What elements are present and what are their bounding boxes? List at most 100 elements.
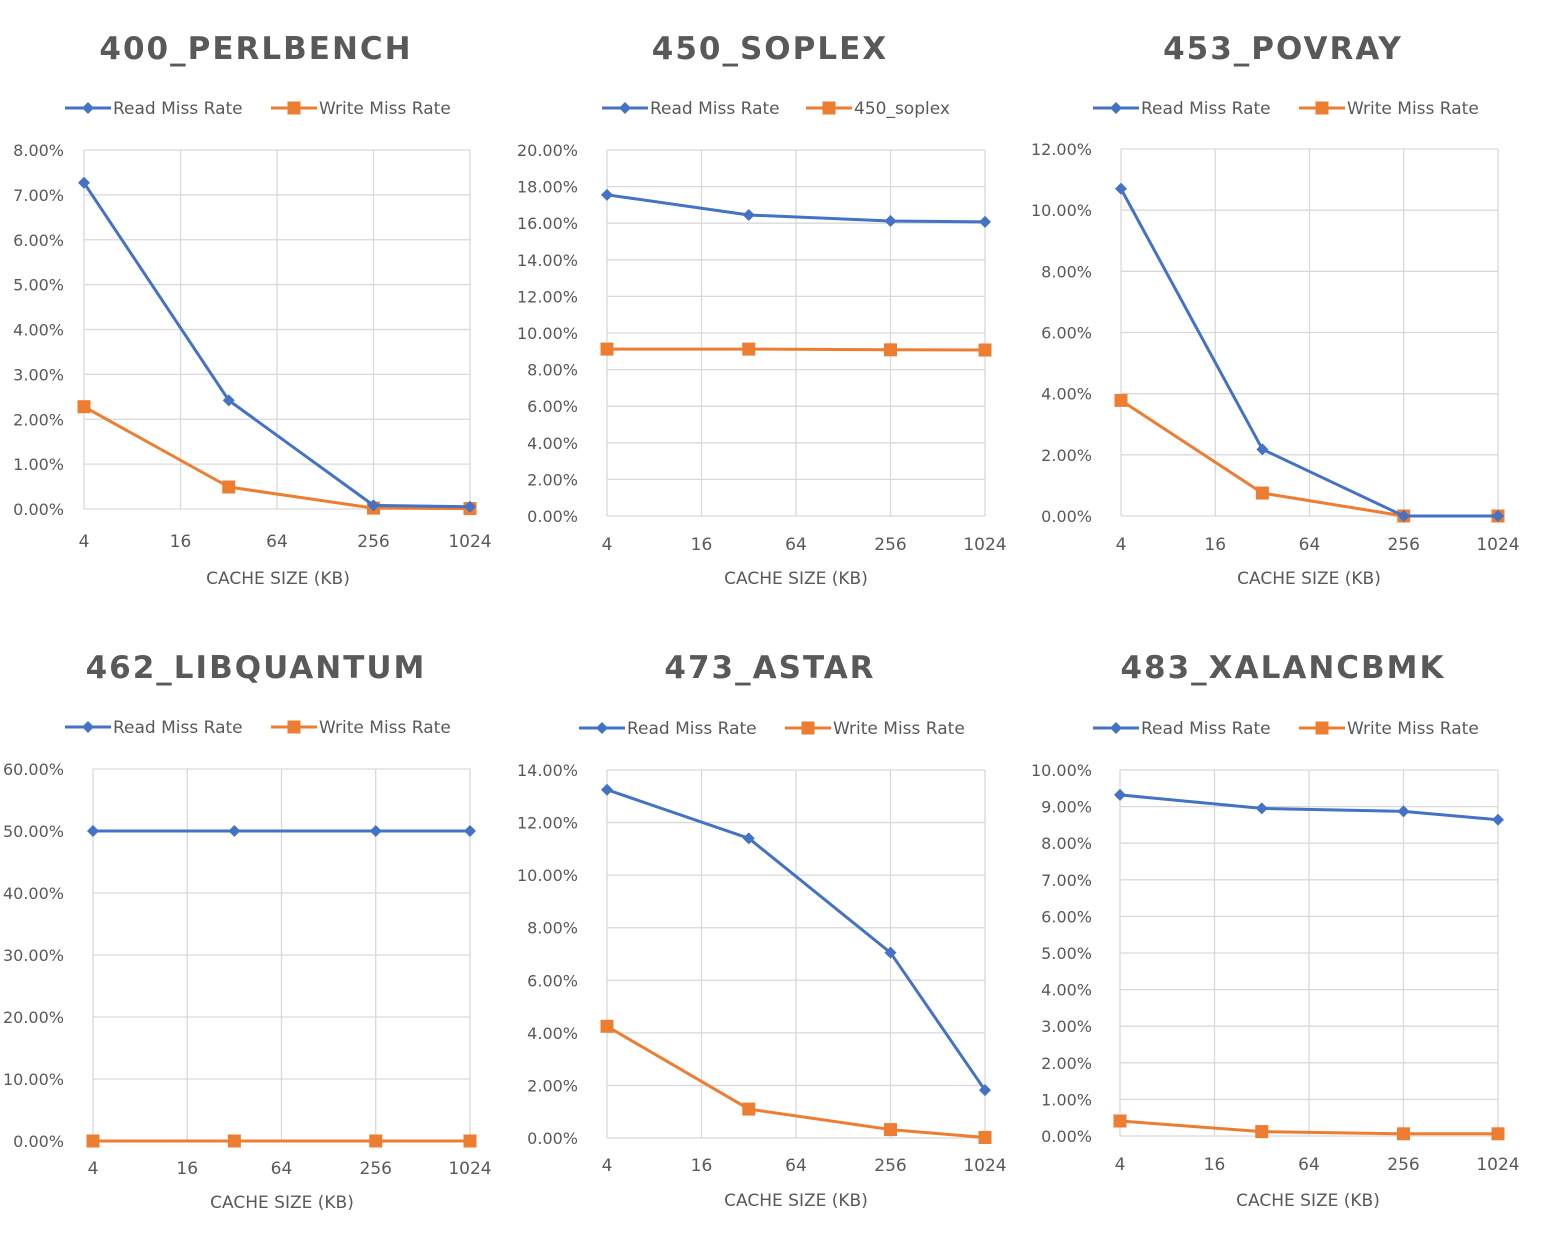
data-point-read	[1255, 802, 1268, 815]
y-tick-label: 5.00%	[1041, 944, 1092, 963]
chart-title: 462_LIBQUANTUM	[86, 650, 427, 686]
y-tick-label: 8.00%	[1041, 834, 1092, 853]
legend-marker	[619, 102, 631, 114]
y-tick-label: 10.00%	[3, 1070, 64, 1089]
x-tick-label: 16	[1204, 1155, 1226, 1175]
data-point-read	[87, 825, 99, 837]
legend-label: Write Miss Rate	[833, 719, 965, 739]
series-line-write	[1119, 1119, 1498, 1136]
y-tick-label: 12.00%	[517, 814, 578, 833]
data-point-read	[222, 394, 235, 407]
data-point-read	[78, 176, 90, 189]
legend-marker	[596, 722, 608, 734]
legend-label: Read Miss Rate	[650, 99, 780, 119]
x-tick-label: 64	[271, 1159, 293, 1179]
x-tick-label: 1024	[448, 532, 491, 552]
y-tick-label: 0.00%	[527, 507, 578, 526]
data-point-write	[600, 1019, 614, 1033]
x-tick-label: 256	[360, 1159, 392, 1179]
y-tick-label: 12.00%	[517, 287, 578, 306]
x-tick-label: 256	[874, 535, 906, 555]
series-line-write	[607, 347, 986, 352]
data-point-write	[742, 1102, 756, 1116]
series-line-read	[82, 181, 471, 509]
y-tick-label: 3.00%	[13, 365, 64, 384]
y-tick-label: 1.00%	[13, 455, 64, 474]
series-line-write	[606, 1025, 986, 1139]
data-point-read	[464, 500, 476, 513]
chart-svg-6: 483_XALANCBMK CACHE SIZE (KB) 0.00% 1.00%…	[1031, 650, 1520, 1211]
y-tick-label: 14.00%	[517, 761, 578, 780]
y-tick-label: 0.00%	[13, 500, 64, 519]
y-tick-label: 2.00%	[1041, 1054, 1092, 1073]
y-tick-label: 4.00%	[1041, 981, 1092, 1000]
chart-title: 473_ASTAR	[664, 650, 875, 686]
y-tick-label: 0.00%	[1041, 507, 1092, 526]
x-tick-label: 4	[88, 1159, 99, 1179]
y-tick-label: 10.00%	[1031, 761, 1092, 780]
chart-panel-4: 462_LIBQUANTUM CACHE SIZE (KB) 0.00% 10.0…	[0, 622, 513, 1244]
data-point-write	[1491, 1127, 1505, 1141]
legend-label: 450_soplex	[854, 99, 950, 119]
y-tick-label: 6.00%	[1041, 907, 1092, 926]
y-tick-label: 0.00%	[527, 1129, 578, 1148]
y-tick-label: 50.00%	[3, 822, 64, 841]
x-tick-label: 4	[1115, 1155, 1126, 1175]
data-point-read	[979, 1084, 991, 1097]
data-point-write	[742, 342, 756, 356]
y-tick-label: 4.00%	[1041, 385, 1092, 404]
y-tick-label: 8.00%	[527, 361, 578, 380]
legend-marker	[1110, 102, 1122, 114]
chart-svg-5: 473_ASTAR CACHE SIZE (KB) 0.00% 2.00% 4.00…	[517, 650, 1007, 1211]
y-tick-label: 3.00%	[1041, 1017, 1092, 1036]
data-point-write	[600, 342, 614, 356]
chart-panel-2: 450_SOPLEX CACHE SIZE (KB) 0.00% 2.00% 4.0…	[514, 0, 1027, 622]
y-tick-label: 30.00%	[3, 946, 64, 965]
y-tick-label: 4.00%	[527, 434, 578, 453]
data-point-read	[884, 215, 897, 228]
chart-panel-1: 400_PERLBENCH CACHE SIZE (KB) 0.00% 1.00%…	[0, 0, 513, 622]
chart-panel-3: 453_POVRAY CACHE SIZE (KB) 0.00% 2.00% 4.0…	[1028, 0, 1541, 622]
data-point-read	[979, 215, 991, 228]
data-point-write	[1255, 486, 1269, 500]
y-tick-label: 7.00%	[1041, 871, 1092, 890]
chart-panel-5: 473_ASTAR CACHE SIZE (KB) 0.00% 2.00% 4.00…	[514, 622, 1027, 1244]
data-point-write	[884, 1123, 897, 1137]
data-point-write	[227, 1134, 241, 1148]
x-tick-label: 1024	[1476, 1155, 1519, 1175]
legend-label: Read Miss Rate	[113, 99, 243, 119]
series-line-read	[606, 193, 986, 224]
y-tick-label: 9.00%	[1041, 798, 1092, 817]
x-tick-label: 1024	[963, 1156, 1006, 1176]
chart-title: 450_SOPLEX	[652, 31, 888, 67]
x-tick-label: 1024	[448, 1159, 491, 1179]
legend-marker	[1315, 101, 1329, 115]
y-tick-label: 4.00%	[527, 1024, 578, 1043]
y-tick-label: 10.00%	[517, 866, 578, 885]
x-axis-label: CACHE SIZE (KB)	[206, 569, 350, 589]
y-tick-label: 60.00%	[3, 760, 64, 779]
data-point-write	[222, 480, 236, 494]
chart-title: 453_POVRAY	[1163, 31, 1403, 67]
x-axis-label: CACHE SIZE (KB)	[210, 1193, 354, 1213]
legend-marker	[287, 101, 301, 115]
legend-label: Write Miss Rate	[1347, 719, 1479, 739]
x-tick-label: 64	[266, 532, 288, 552]
legend-label: Write Miss Rate	[319, 718, 451, 738]
data-point-read	[1397, 510, 1410, 522]
chart-panel-6: 483_XALANCBMK CACHE SIZE (KB) 0.00% 1.00%…	[1028, 622, 1541, 1244]
series-line-read	[1119, 793, 1499, 822]
y-tick-label: 8.00%	[1041, 262, 1092, 281]
x-tick-label: 64	[785, 1156, 807, 1176]
y-tick-label: 2.00%	[527, 470, 578, 489]
y-tick-label: 40.00%	[3, 884, 64, 903]
legend-label: Read Miss Rate	[627, 719, 757, 739]
data-point-read	[1114, 788, 1126, 801]
y-tick-label: 14.00%	[517, 251, 578, 270]
x-tick-label: 16	[170, 532, 192, 552]
x-tick-label: 64	[1299, 535, 1321, 555]
data-point-read	[742, 832, 755, 845]
data-point-write	[978, 343, 992, 357]
x-tick-label: 16	[1204, 535, 1226, 555]
x-tick-label: 64	[785, 535, 807, 555]
